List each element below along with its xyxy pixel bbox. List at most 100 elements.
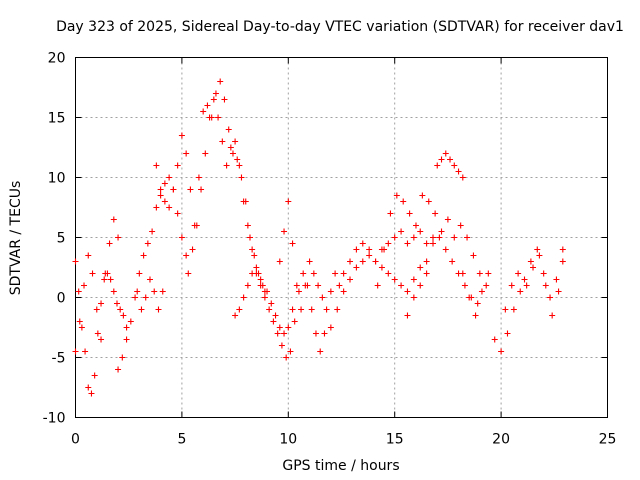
data-point bbox=[340, 270, 347, 277]
data-point bbox=[238, 174, 245, 181]
series-s3 bbox=[115, 174, 190, 373]
data-point bbox=[232, 138, 239, 145]
y-tick-label: 15 bbox=[48, 111, 66, 127]
data-point bbox=[359, 258, 366, 265]
data-point bbox=[225, 126, 232, 133]
data-point bbox=[266, 306, 273, 313]
data-point bbox=[166, 174, 173, 181]
data-point bbox=[272, 312, 279, 319]
data-point bbox=[436, 234, 443, 241]
series-s9 bbox=[276, 198, 343, 313]
data-point bbox=[517, 288, 524, 295]
data-point bbox=[530, 264, 537, 271]
x-tick-label: 5 bbox=[177, 432, 186, 448]
data-point bbox=[155, 306, 162, 313]
series-s5 bbox=[153, 78, 249, 229]
data-point bbox=[204, 102, 211, 109]
data-point bbox=[430, 234, 437, 241]
data-point bbox=[136, 270, 143, 277]
data-point bbox=[406, 210, 413, 217]
data-point bbox=[387, 210, 394, 217]
y-tick-label: -10 bbox=[43, 411, 66, 427]
data-point bbox=[246, 234, 253, 241]
data-point bbox=[140, 252, 147, 259]
data-point bbox=[227, 144, 234, 151]
data-point bbox=[404, 240, 411, 247]
data-point bbox=[134, 288, 141, 295]
data-point bbox=[261, 294, 268, 301]
data-point bbox=[123, 336, 130, 343]
data-point bbox=[459, 174, 466, 181]
y-tick-label: 5 bbox=[57, 231, 66, 247]
data-point bbox=[88, 390, 95, 397]
data-point bbox=[94, 330, 101, 337]
data-point bbox=[412, 222, 419, 229]
y-axis-label: SDTVAR / TECUs bbox=[8, 181, 24, 296]
data-point bbox=[527, 258, 534, 265]
data-point bbox=[119, 354, 126, 361]
data-point bbox=[410, 294, 417, 301]
data-point bbox=[310, 270, 317, 277]
data-point bbox=[417, 264, 424, 271]
data-point bbox=[166, 204, 173, 211]
series-s6 bbox=[185, 96, 268, 295]
data-point bbox=[85, 252, 92, 259]
data-point bbox=[485, 270, 492, 277]
data-point bbox=[72, 258, 79, 265]
data-point bbox=[366, 252, 373, 259]
series-s2 bbox=[72, 216, 122, 355]
data-point bbox=[98, 300, 105, 307]
data-point bbox=[183, 252, 190, 259]
data-point bbox=[385, 240, 392, 247]
data-point bbox=[461, 282, 468, 289]
data-point bbox=[276, 324, 283, 331]
data-point bbox=[244, 282, 251, 289]
data-point bbox=[146, 276, 153, 283]
data-point bbox=[193, 222, 200, 229]
data-point bbox=[285, 198, 292, 205]
data-point bbox=[120, 312, 127, 319]
data-point bbox=[117, 306, 124, 313]
data-point bbox=[542, 282, 549, 289]
data-point bbox=[432, 210, 439, 217]
data-point bbox=[76, 318, 83, 325]
data-point bbox=[195, 174, 202, 181]
data-point bbox=[391, 234, 398, 241]
data-point bbox=[347, 258, 354, 265]
data-point bbox=[323, 306, 330, 313]
data-point bbox=[374, 282, 381, 289]
data-point bbox=[404, 312, 411, 319]
data-point bbox=[283, 354, 290, 361]
data-point bbox=[398, 228, 405, 235]
data-point bbox=[82, 348, 89, 355]
data-point bbox=[504, 330, 511, 337]
data-point bbox=[289, 240, 296, 247]
data-point bbox=[281, 228, 288, 235]
data-point bbox=[232, 312, 239, 319]
data-point bbox=[101, 276, 108, 283]
data-point bbox=[110, 216, 117, 223]
data-point bbox=[234, 156, 241, 163]
data-point bbox=[93, 306, 100, 313]
data-point bbox=[353, 246, 360, 253]
data-point bbox=[123, 324, 130, 331]
data-point bbox=[259, 282, 266, 289]
data-point bbox=[253, 264, 260, 271]
data-point bbox=[200, 108, 207, 115]
data-point bbox=[72, 348, 79, 355]
data-point bbox=[249, 270, 256, 277]
data-point bbox=[434, 162, 441, 169]
data-point bbox=[149, 228, 156, 235]
data-point bbox=[404, 288, 411, 295]
data-point bbox=[240, 294, 247, 301]
series-s16 bbox=[502, 246, 566, 313]
data-point bbox=[157, 186, 164, 193]
data-point bbox=[210, 96, 217, 103]
data-point bbox=[498, 348, 505, 355]
x-tick-label: 15 bbox=[386, 432, 404, 448]
data-point bbox=[457, 222, 464, 229]
data-point bbox=[78, 324, 85, 331]
x-tick-label: 10 bbox=[279, 432, 297, 448]
data-point bbox=[523, 282, 530, 289]
data-point bbox=[385, 270, 392, 277]
